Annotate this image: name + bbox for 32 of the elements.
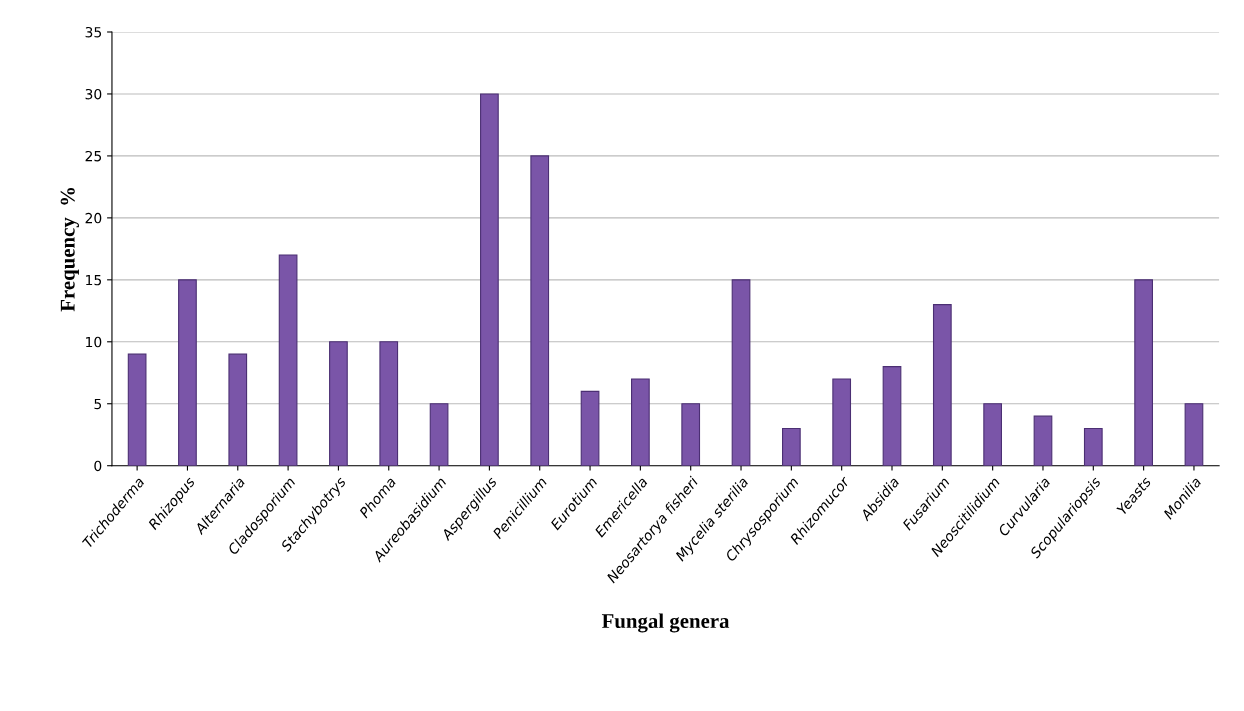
y-tick-label: 15 — [86, 274, 102, 286]
bar — [1184, 403, 1204, 466]
bar — [379, 341, 399, 466]
bar — [580, 390, 600, 466]
bar — [932, 304, 952, 466]
bar — [1033, 415, 1053, 466]
bar — [329, 341, 348, 466]
y-tick-label: 5 — [94, 398, 102, 410]
bar — [631, 378, 650, 466]
bar — [178, 279, 197, 466]
y-tick-label: 30 — [85, 88, 102, 100]
bar — [832, 378, 852, 466]
bar — [1083, 427, 1103, 466]
bar — [1134, 279, 1153, 466]
bar — [781, 427, 801, 466]
bar — [983, 403, 1003, 466]
bar — [480, 93, 499, 466]
y-tick-label: 0 — [94, 460, 102, 472]
bar — [278, 254, 298, 466]
y-tick-label: 20 — [85, 212, 102, 224]
y-tick-label: 35 — [85, 26, 102, 38]
x-axis-title: Fungal genera — [601, 613, 730, 633]
bar — [731, 279, 751, 466]
bar — [429, 403, 449, 466]
bar — [127, 353, 147, 466]
bar — [882, 366, 902, 466]
bar — [228, 353, 248, 466]
bar — [530, 155, 550, 466]
y-axis-title: Frequency % — [60, 187, 80, 312]
y-tick-label: 10 — [86, 336, 102, 348]
y-tick-label: 25 — [85, 150, 102, 162]
bar — [681, 403, 701, 466]
